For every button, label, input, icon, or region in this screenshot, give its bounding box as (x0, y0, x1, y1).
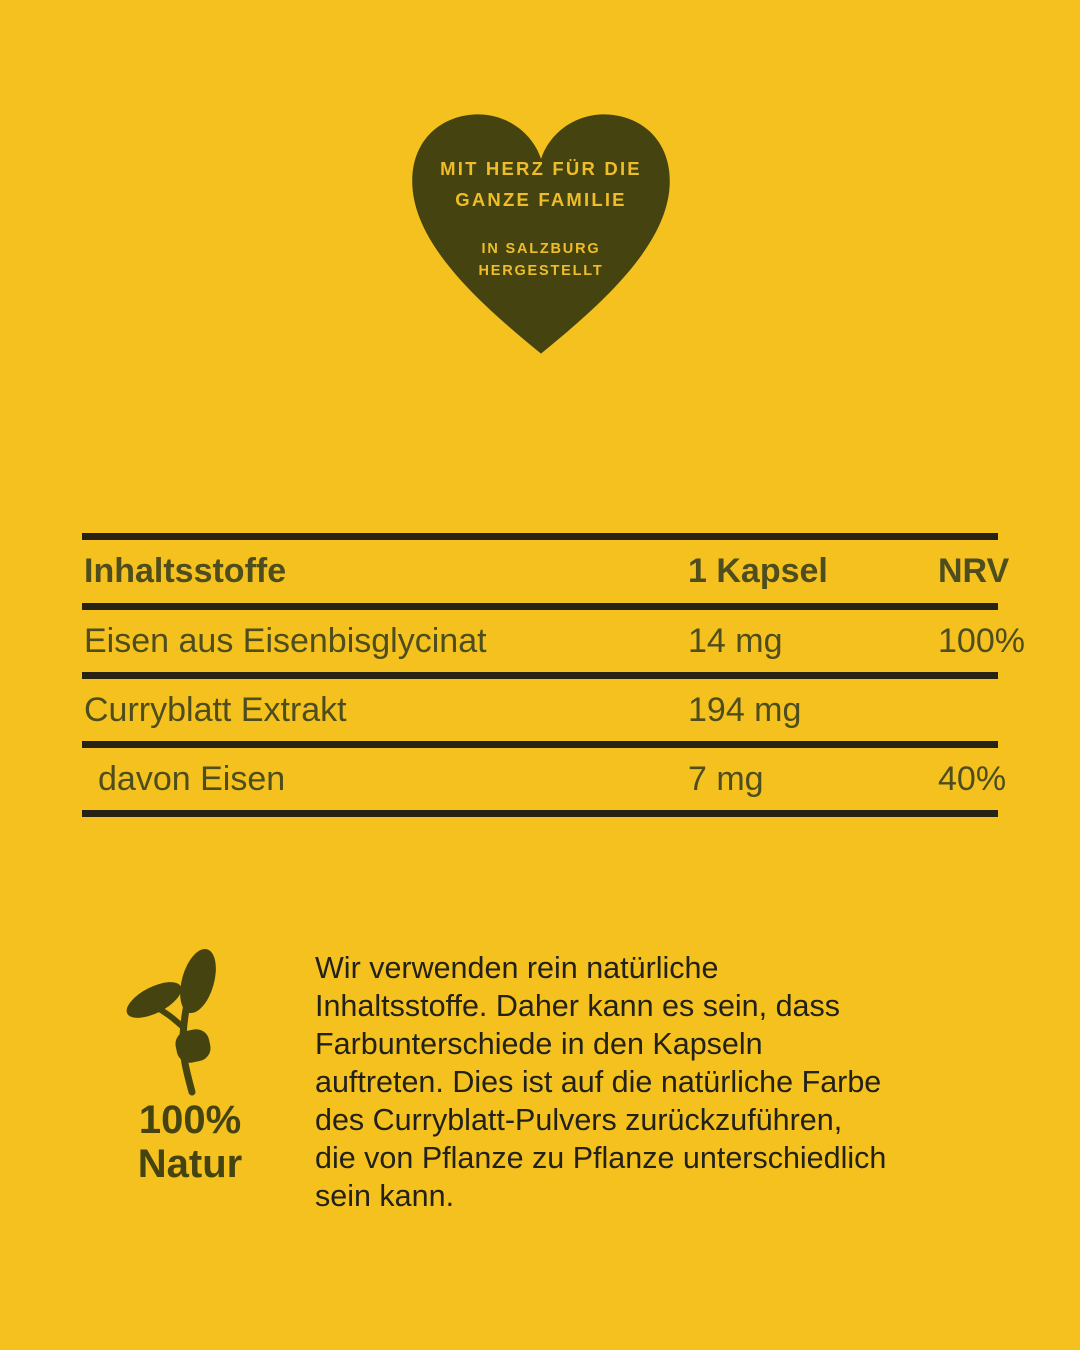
note-line: auftreten. Dies ist auf die natürliche F… (315, 1065, 882, 1099)
header-nrv: NRV (938, 552, 1010, 590)
note-line: Wir verwenden rein natürliche (315, 951, 719, 985)
table-row: davon Eisen 7 mg 40% (82, 748, 1006, 810)
badge-line-3: IN SALZBURG (481, 241, 601, 257)
row-amount: 14 mg (688, 621, 783, 660)
header-ingredients: Inhaltsstoffe (84, 552, 287, 590)
ingredients-table: Inhaltsstoffe 1 Kapsel NRV Eisen aus Eis… (82, 533, 1025, 817)
row-amount: 7 mg (688, 759, 764, 798)
natur-percent: 100% (138, 1098, 242, 1142)
note-line: des Curryblatt-Pulvers zurückzuführen, (315, 1103, 843, 1137)
natural-ingredients-note: Wir verwenden rein natürliche Inhaltssto… (315, 949, 886, 1215)
table-header-row: Inhaltsstoffe 1 Kapsel NRV (82, 540, 1009, 610)
made-with-heart-badge: MIT HERZ FÜR DIE GANZE FAMILIE IN SALZBU… (404, 106, 678, 362)
natur-label: Natur (137, 1142, 243, 1186)
badge-line-4: HERGESTELLT (478, 263, 604, 279)
table-row: Eisen aus Eisenbisglycinat 14 mg 100% (82, 610, 1025, 679)
row-nrv: 100% (938, 621, 1025, 660)
heart-icon (412, 114, 670, 354)
table-row: Curryblatt Extrakt 194 mg (82, 679, 998, 748)
badge-line-1: MIT HERZ FÜR DIE (440, 158, 642, 179)
note-line: Inhaltsstoffe. Daher kann es sein, dass (315, 989, 841, 1023)
sprout-icon (126, 948, 216, 1096)
note-line: die von Pflanze zu Pflanze unterschiedli… (315, 1141, 887, 1175)
row-ingredient-name: Curryblatt Extrakt (84, 690, 347, 729)
row-nrv: 40% (938, 759, 1007, 798)
natur-badge: 100% Natur (100, 1098, 280, 1186)
note-line: Farbunterschiede in den Kapseln (315, 1027, 763, 1061)
note-line: sein kann. (315, 1179, 455, 1213)
row-amount: 194 mg (688, 690, 802, 729)
header-per-capsule: 1 Kapsel (688, 552, 828, 590)
badge-line-2: GANZE FAMILIE (455, 189, 627, 210)
row-ingredient-name: davon Eisen (98, 759, 286, 798)
row-ingredient-name: Eisen aus Eisenbisglycinat (84, 621, 487, 660)
